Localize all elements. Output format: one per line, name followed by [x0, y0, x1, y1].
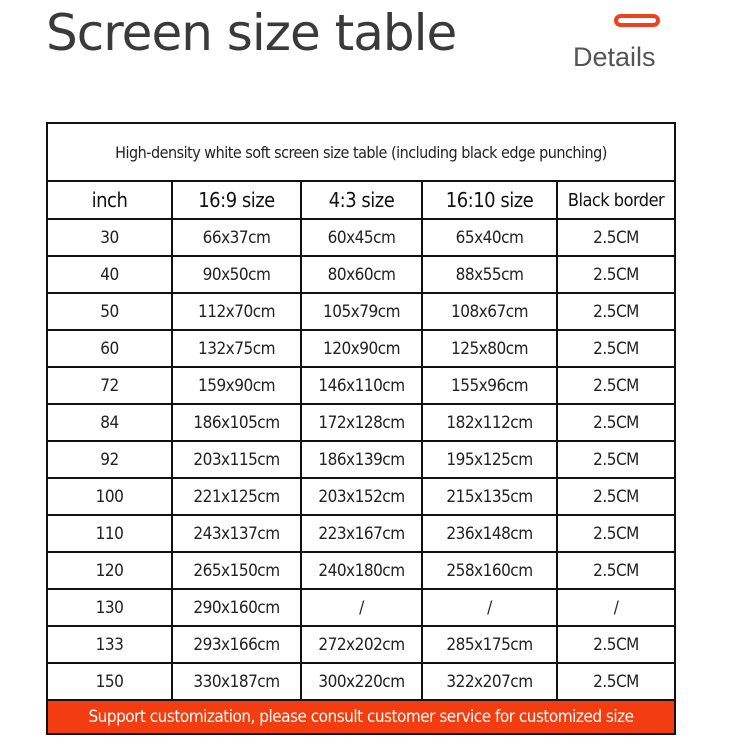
table-cell: 2.5CM: [555, 440, 677, 479]
table-cell: 195x125cm: [421, 440, 558, 479]
table-cell: 72: [46, 366, 173, 405]
table-cell: 2.5CM: [555, 551, 677, 590]
table-cell: 125x80cm: [421, 329, 558, 368]
table-row: 100 221x125cm 203x152cm 215x135cm 2.5CM: [46, 477, 677, 516]
table-row: 40 90x50cm 80x60cm 88x55cm 2.5CM: [46, 255, 677, 294]
table-cell: 88x55cm: [421, 255, 558, 294]
table-cell: 221x125cm: [171, 477, 302, 516]
table-caption: High-density white soft screen size tabl…: [45, 122, 677, 182]
table-cell: 2.5CM: [555, 625, 677, 664]
table-cell: 155x96cm: [421, 366, 558, 405]
details-tab-indicator-icon: [614, 14, 660, 27]
table-cell: 290x160cm: [171, 588, 302, 627]
column-header: 4:3 size: [300, 180, 423, 220]
table-cell: 2.5CM: [555, 255, 677, 294]
column-header: 16:9 size: [171, 180, 302, 220]
table-cell: 236x148cm: [421, 514, 558, 553]
table-row: 84 186x105cm 172x128cm 182x112cm 2.5CM: [46, 403, 677, 442]
table-row: 92 203x115cm 186x139cm 195x125cm 2.5CM: [46, 440, 677, 479]
table-cell: 300x220cm: [300, 662, 423, 701]
table-cell: 110: [46, 514, 173, 553]
table-cell: 285x175cm: [421, 625, 558, 664]
table-cell: /: [421, 588, 558, 627]
customization-notice: Support customization, please consult cu…: [45, 699, 677, 735]
table-cell: 2.5CM: [555, 403, 677, 442]
table-cell: 66x37cm: [171, 218, 302, 257]
table-cell: 84: [46, 403, 173, 442]
table-cell: 65x40cm: [421, 218, 558, 257]
table-row: 30 66x37cm 60x45cm 65x40cm 2.5CM: [46, 218, 677, 257]
table-row: 133 293x166cm 272x202cm 285x175cm 2.5CM: [46, 625, 677, 664]
page-title: Screen size table: [46, 4, 457, 62]
table-cell: 120: [46, 551, 173, 590]
table-cell: 258x160cm: [421, 551, 558, 590]
table-cell: 130: [46, 588, 173, 627]
table-cell: 2.5CM: [555, 218, 677, 257]
table-cell: 186x139cm: [300, 440, 423, 479]
footer-row: Support customization, please consult cu…: [45, 699, 677, 735]
table-cell: 272x202cm: [300, 625, 423, 664]
table-cell: 2.5CM: [555, 329, 677, 368]
table-cell: /: [300, 588, 423, 627]
table-cell: 322x207cm: [421, 662, 558, 701]
table-cell: 60: [46, 329, 173, 368]
table-cell: 203x152cm: [300, 477, 423, 516]
table-cell: 105x79cm: [300, 292, 423, 331]
table-cell: 133: [46, 625, 173, 664]
table-cell: 146x110cm: [300, 366, 423, 405]
column-header: 16:10 size: [421, 180, 558, 220]
table-row: 150 330x187cm 300x220cm 322x207cm 2.5CM: [46, 662, 677, 701]
table-row: 60 132x75cm 120x90cm 125x80cm 2.5CM: [46, 329, 677, 368]
table-cell: 186x105cm: [171, 403, 302, 442]
table-cell: 2.5CM: [555, 292, 677, 331]
table-cell: 108x67cm: [421, 292, 558, 331]
table-cell: 182x112cm: [421, 403, 558, 442]
table-cell: 30: [46, 218, 173, 257]
table-cell: 2.5CM: [555, 477, 677, 516]
table-cell: 50: [46, 292, 173, 331]
table-row: 130 290x160cm / / /: [46, 588, 677, 627]
table-cell: 203x115cm: [171, 440, 302, 479]
table-cell: 215x135cm: [421, 477, 558, 516]
table-cell: 80x60cm: [300, 255, 423, 294]
table-cell: 40: [46, 255, 173, 294]
table-row: 72 159x90cm 146x110cm 155x96cm 2.5CM: [46, 366, 677, 405]
table-cell: 159x90cm: [171, 366, 302, 405]
table-row: 50 112x70cm 105x79cm 108x67cm 2.5CM: [46, 292, 677, 331]
table-cell: 90x50cm: [171, 255, 302, 294]
table-row: 110 243x137cm 223x167cm 236x148cm 2.5CM: [46, 514, 677, 553]
table-cell: 2.5CM: [555, 662, 677, 701]
table-cell: 150: [46, 662, 173, 701]
table-cell: 132x75cm: [171, 329, 302, 368]
table-cell: 223x167cm: [300, 514, 423, 553]
screen-size-table: High-density white soft screen size tabl…: [45, 122, 677, 735]
table-header-row: inch 16:9 size 4:3 size 16:10 size Black…: [46, 180, 677, 220]
column-header: Black border: [555, 180, 677, 220]
table-cell: 120x90cm: [300, 329, 423, 368]
table-cell: 100: [46, 477, 173, 516]
table-cell: 112x70cm: [171, 292, 302, 331]
table-cell: 172x128cm: [300, 403, 423, 442]
table-cell: 92: [46, 440, 173, 479]
column-header: inch: [46, 180, 173, 220]
table-cell: 240x180cm: [300, 551, 423, 590]
table-cell: 293x166cm: [171, 625, 302, 664]
table-cell: 2.5CM: [555, 366, 677, 405]
table-cell: /: [555, 588, 677, 627]
table-cell: 330x187cm: [171, 662, 302, 701]
table-cell: 2.5CM: [555, 514, 677, 553]
table-cell: 60x45cm: [300, 218, 423, 257]
table-row: 120 265x150cm 240x180cm 258x160cm 2.5CM: [46, 551, 677, 590]
table-cell: 265x150cm: [171, 551, 302, 590]
table-cell: 243x137cm: [171, 514, 302, 553]
details-tab[interactable]: Details: [573, 42, 656, 72]
